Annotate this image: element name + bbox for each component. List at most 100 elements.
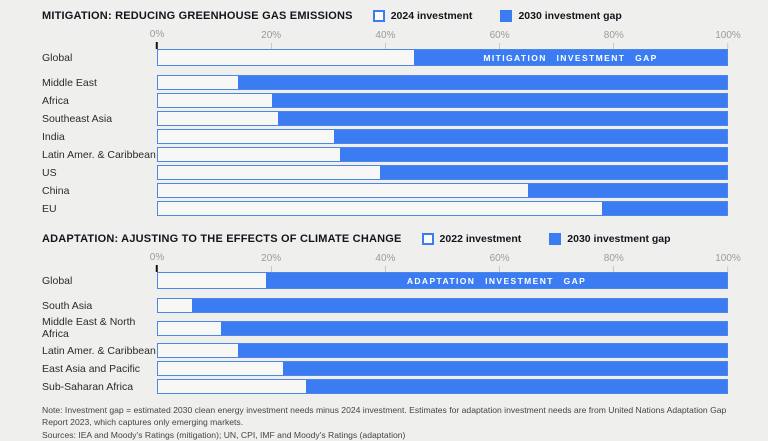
bar-row: China — [42, 183, 728, 198]
gap-segment — [601, 202, 727, 215]
bar-row: Latin Amer. & Caribbean — [42, 343, 728, 358]
x-axis-row: 0% 20% 40% 60% 80% 100% — [42, 249, 741, 272]
row-label: Sub-Saharan Africa — [42, 380, 134, 393]
axis-tick: 0% — [150, 29, 164, 49]
bar-row: South Asia — [42, 298, 728, 313]
axis-tick: 80% — [604, 253, 624, 272]
axis-tick-label: 60% — [489, 253, 510, 264]
axis-tick: 100% — [715, 30, 741, 49]
axis-tick: 20% — [261, 30, 281, 49]
gap-bar-label: MITIGATION INVESTMENT GAP — [483, 52, 658, 63]
axis-tick: 40% — [375, 253, 395, 272]
gap-segment — [271, 94, 727, 107]
axis-tick-label: 100% — [715, 30, 741, 41]
stacked-bar — [157, 129, 728, 144]
row-label: Africa — [42, 94, 69, 107]
axis-tick-label: 40% — [375, 30, 396, 41]
legend-label: 2030 investment gap — [518, 9, 622, 22]
axis-tick: 40% — [375, 30, 395, 49]
axis-tick-mark — [613, 266, 615, 272]
axis-tick-label: 0% — [149, 29, 165, 40]
axis-tick-mark — [727, 266, 729, 272]
axis-tick-label: 80% — [603, 253, 624, 264]
axis-tick-mark — [499, 43, 501, 49]
legend-item: 2030 investment gap — [500, 9, 622, 22]
gap-segment — [527, 184, 727, 197]
axis-tick-mark — [155, 42, 158, 49]
row-label: China — [42, 184, 70, 197]
mitigation-header: MITIGATION: REDUCING GREENHOUSE GAS EMIS… — [42, 6, 728, 25]
stacked-bar: MITIGATION INVESTMENT GAP — [157, 49, 728, 66]
stacked-bar — [157, 379, 728, 394]
stacked-bar — [157, 75, 728, 90]
stacked-bar — [157, 320, 728, 336]
legend-item: 2030 investment gap — [549, 232, 671, 245]
section-title: MITIGATION: REDUCING GREENHOUSE GAS EMIS… — [42, 9, 353, 22]
gap-swatch — [549, 232, 562, 245]
legend-item: 2024 investment — [372, 9, 473, 22]
adaptation-section: ADAPTATION: AJUSTING TO THE EFFECTS OF C… — [42, 229, 741, 394]
axis-tick-label: 100% — [715, 253, 741, 264]
legend: 2022 investment 2030 investment gap — [421, 232, 671, 245]
stacked-bar — [157, 147, 728, 162]
axis-tick: 0% — [150, 252, 164, 272]
gap-segment — [305, 380, 727, 393]
gap-segment: MITIGATION INVESTMENT GAP — [414, 50, 727, 65]
axis-tick-label: 20% — [261, 253, 282, 264]
row-label: Latin Amer. & Caribbean — [42, 344, 156, 357]
investment-swatch — [421, 232, 434, 245]
row-label: Global — [42, 51, 73, 64]
stacked-bar — [157, 93, 728, 108]
axis-tick-label: 60% — [489, 30, 510, 41]
axis-tick-mark — [270, 266, 272, 272]
bar-row: East Asia and Pacific — [42, 361, 728, 376]
bar-row: Middle East & North Africa — [42, 316, 728, 340]
row-label: India — [42, 130, 65, 143]
bar-row: US — [42, 165, 728, 180]
stacked-bar — [157, 165, 728, 180]
gap-segment — [283, 362, 727, 375]
axis-tick: 80% — [604, 30, 624, 49]
axis-tick-mark — [270, 43, 272, 49]
axis-tick: 60% — [490, 253, 510, 272]
gap-segment: ADAPTATION INVESTMENT GAP — [266, 273, 727, 288]
gap-segment — [220, 321, 727, 335]
bar-row: Sub-Saharan Africa — [42, 379, 728, 394]
gap-segment — [379, 166, 727, 179]
axis-tick-label: 0% — [149, 252, 165, 263]
bar-row: Middle East — [42, 75, 728, 90]
row-label: Middle East — [42, 76, 97, 89]
legend-label: 2024 investment — [390, 9, 473, 22]
stacked-bar — [157, 361, 728, 376]
axis-tick-mark — [384, 266, 386, 272]
legend-item: 2022 investment — [421, 232, 522, 245]
axis-tick-mark — [499, 266, 501, 272]
bar-row: Southeast Asia — [42, 111, 728, 126]
legend-label: 2022 investment — [439, 232, 522, 245]
stacked-bar — [157, 111, 728, 126]
note-text: Note: Investment gap = estimated 2030 cl… — [42, 405, 727, 428]
gap-segment — [237, 76, 727, 89]
axis-tick-label: 40% — [375, 253, 396, 264]
axis-tick-mark — [613, 43, 615, 49]
adaptation-header: ADAPTATION: AJUSTING TO THE EFFECTS OF C… — [42, 229, 728, 248]
bar-row: Africa — [42, 93, 728, 108]
axis-tick-mark — [155, 265, 158, 272]
bar-row: India — [42, 129, 728, 144]
axis-tick: 20% — [261, 253, 281, 272]
legend-label: 2030 investment gap — [567, 232, 671, 245]
axis-tick: 100% — [715, 253, 741, 272]
bar-row: Global ADAPTATION INVESTMENT GAP — [42, 272, 728, 289]
gap-swatch — [500, 9, 513, 22]
bar-row: EU — [42, 201, 728, 216]
row-label: East Asia and Pacific — [42, 362, 141, 375]
row-label: Latin Amer. & Caribbean — [42, 148, 156, 161]
gap-segment — [192, 299, 727, 312]
stacked-bar: ADAPTATION INVESTMENT GAP — [157, 272, 728, 289]
gap-segment — [340, 148, 727, 161]
axis-tick-label: 80% — [603, 30, 624, 41]
stacked-bar — [157, 201, 728, 216]
bar-rows: Global ADAPTATION INVESTMENT GAP South Asi… — [42, 272, 728, 394]
stacked-bar — [157, 343, 728, 358]
axis-tick-mark — [727, 43, 729, 49]
